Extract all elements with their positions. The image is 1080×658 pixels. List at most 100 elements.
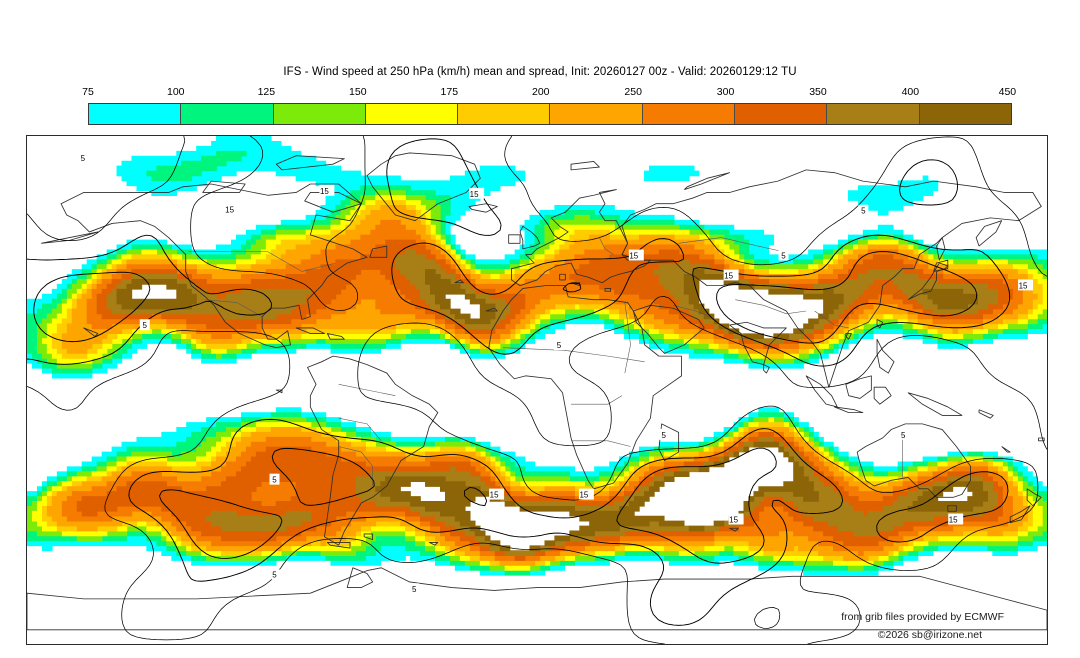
colorbar-tick-175: 175 [440, 86, 459, 98]
contour-label-halo [628, 249, 644, 261]
coastline-arabia [632, 304, 705, 354]
coastline-crete [604, 287, 612, 292]
coastline-corsica-sardinia [559, 273, 566, 281]
coastline-tasmania [947, 505, 957, 512]
colorbar [88, 103, 1012, 125]
contour-label-15: 15 [729, 515, 738, 524]
contour-labels: 5 15 15 15 5 15 15 5 15 15 15 5 15 15 5 5 5 5 5 5 [77, 151, 1034, 594]
coastline-kamchatka [975, 220, 1003, 247]
border-asia-ru-kz [678, 237, 784, 253]
contour-label-15: 15 [490, 491, 499, 500]
colorbar-tick-75: 75 [82, 86, 94, 98]
coastline-ellesmere [275, 155, 345, 171]
coastline-greenland [366, 152, 481, 222]
wind-band-300-350 [76, 239, 1013, 561]
coastline-java [834, 406, 864, 414]
contour-label-halo [658, 428, 669, 440]
contour-label-15: 15 [629, 252, 638, 261]
colorbar-tick-400: 400 [901, 86, 920, 98]
coastline-antarctica [27, 567, 1047, 631]
contour-label-halo [469, 187, 485, 199]
coastline-ireland [508, 234, 521, 244]
contour-label-5: 5 [143, 321, 148, 330]
colorbar-tick-labels: 75 100 125 150 175 200 250 300 350 400 4… [82, 86, 1016, 100]
coastlines [27, 152, 1047, 631]
colorbar-tick-250: 250 [624, 86, 642, 98]
world-wind-speed-map[interactable]: 5 15 15 15 5 15 15 5 15 15 15 5 15 15 5 5 5 5 5 5 [27, 136, 1047, 644]
colorbar-tick-200: 200 [531, 86, 550, 98]
colorbar-tick-350: 350 [809, 86, 827, 98]
contour-label-halo [553, 339, 564, 351]
contour-label-halo [224, 203, 240, 215]
border-india-north [735, 299, 807, 315]
border-africa-south [571, 440, 631, 447]
border-iran [672, 305, 710, 317]
contour-label-halo [489, 488, 505, 500]
wind-band-100-125 [27, 150, 1047, 576]
border-sa-interior [338, 446, 373, 486]
contour-label-halo [948, 513, 964, 525]
copyright-credit: ©2026 sb@irizone.net [877, 629, 982, 641]
coastline-canary [485, 307, 498, 312]
border-china-south [814, 310, 849, 329]
coastline-north-america [60, 183, 368, 349]
contour-label-halo [728, 513, 744, 525]
contour-label-halo [578, 488, 594, 500]
contour-label-5: 5 [781, 252, 786, 261]
border-usa-canada [188, 251, 336, 272]
coastline-sulawesi [873, 386, 892, 405]
border-europe-east [599, 237, 614, 255]
contour-label-15: 15 [579, 491, 588, 500]
coastline-victoria-island [202, 180, 246, 193]
wind-band-350-400 [106, 249, 998, 556]
contour-label-5: 5 [272, 476, 277, 485]
coastline-taiwan [876, 319, 884, 329]
contour-label-halo [1018, 279, 1034, 291]
border-brazil-west [338, 417, 382, 441]
wind-band-75-100 [27, 136, 1047, 576]
colorbar-swatch-150-175 [365, 104, 459, 124]
coastline-cuba [295, 327, 325, 334]
contour-label-halo [778, 249, 789, 261]
colorbar-swatch-175-200 [458, 104, 551, 124]
colorbar-swatch-100-125 [181, 104, 274, 124]
contour-label-5: 5 [662, 431, 667, 440]
border-mexico-usa [205, 299, 263, 317]
contour-label-5: 5 [81, 154, 86, 163]
colorbar-tick-100: 100 [167, 86, 185, 98]
coastline-australia [856, 423, 971, 498]
border-nile [624, 302, 631, 374]
data-source-credit: from grib files provided by ECMWF [841, 611, 1004, 623]
coastline-newfoundland [369, 245, 388, 258]
coastline-new-guinea [907, 392, 963, 416]
contour-label-5: 5 [412, 585, 417, 594]
contour-label-15: 15 [225, 206, 234, 215]
coastline-hawaii [83, 327, 99, 337]
coastline-new-caledonia [1001, 446, 1011, 453]
contour-label-halo [898, 428, 909, 440]
coastline-philippines [876, 338, 895, 374]
coastline-solomon [978, 409, 994, 419]
contour-label-halo [319, 184, 335, 196]
colorbar-swatch-200-250 [550, 104, 643, 124]
contour-label-halo [269, 473, 280, 485]
coastline-svalbard [570, 160, 600, 171]
colorbar-swatch-125-150 [273, 104, 366, 124]
colorbar-swatch-250-300 [642, 104, 736, 124]
map-frame[interactable]: 5 15 15 15 5 15 15 5 15 15 15 5 15 15 5 5 5 5 5 5 [26, 135, 1048, 645]
contour-label-5: 5 [272, 570, 277, 579]
coastline-galapagos [275, 389, 283, 394]
colorbar-tick-150: 150 [349, 86, 367, 98]
coastline-kerguelen [729, 527, 739, 532]
coastline-british-isles [519, 225, 541, 250]
colorbar-tick-125: 125 [257, 86, 276, 98]
contour-label-halo [77, 151, 88, 163]
coastline-azores [454, 279, 464, 284]
contour-label-15: 15 [1019, 281, 1028, 290]
colorbar-swatches [88, 103, 1012, 125]
border-africa-sahel [502, 347, 645, 363]
spread-isoline-5 [27, 136, 1047, 644]
coastline-sri-lanka [763, 364, 770, 374]
coastline-india-peninsula [729, 321, 787, 366]
coastline-europe [511, 189, 651, 287]
